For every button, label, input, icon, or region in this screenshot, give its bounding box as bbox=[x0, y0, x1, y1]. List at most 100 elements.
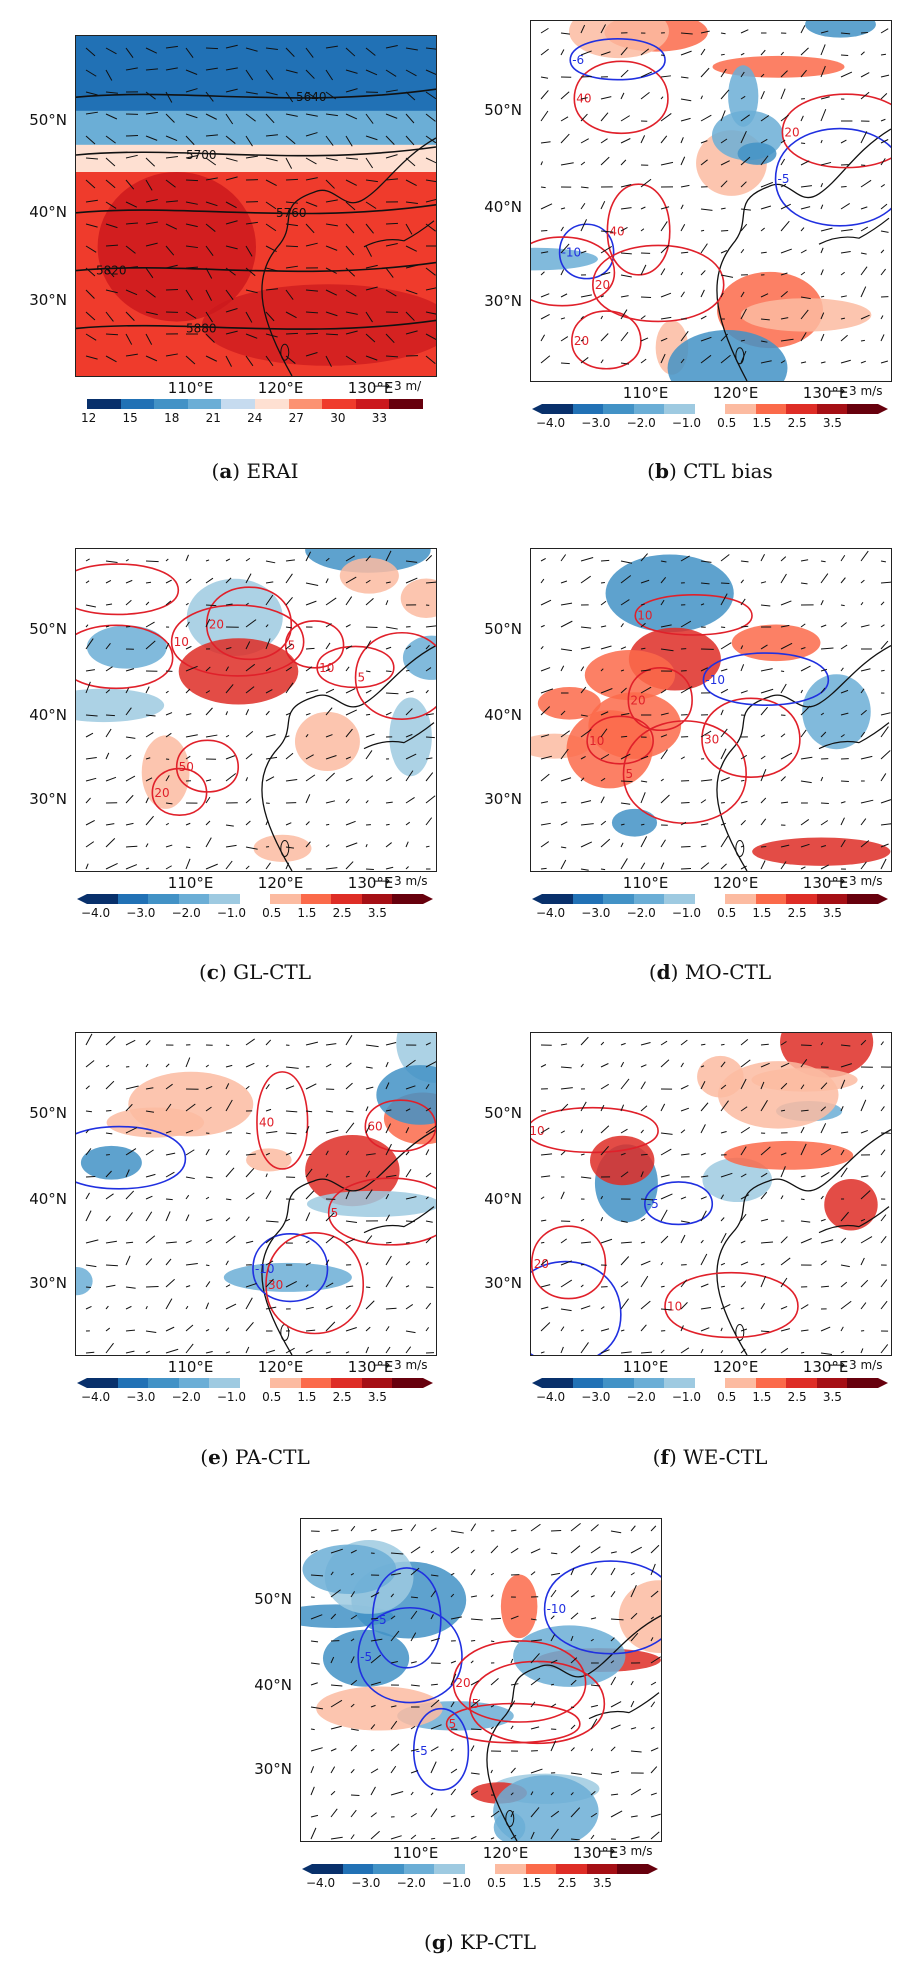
wind-arrow bbox=[365, 1189, 373, 1200]
wind-arrow bbox=[820, 96, 830, 100]
reference-arrow-icon: ⟶ bbox=[828, 1358, 850, 1372]
wind-arrow bbox=[405, 330, 418, 335]
wind-arrow bbox=[580, 1063, 584, 1068]
panel-caption: (a) ERAI bbox=[211, 459, 299, 483]
wind-arrow bbox=[285, 265, 298, 269]
wind-arrow bbox=[305, 289, 318, 292]
wind-arrow bbox=[125, 266, 138, 269]
wind-arrow bbox=[185, 1285, 191, 1288]
wind-arrow bbox=[345, 1110, 354, 1113]
wind-arrow bbox=[800, 69, 807, 78]
wind-arrow bbox=[820, 1082, 828, 1090]
wind-arrow bbox=[470, 1835, 477, 1840]
wind-arrow bbox=[610, 1637, 615, 1642]
wind-arrow bbox=[660, 75, 671, 78]
wind-arrow bbox=[720, 728, 728, 738]
wind-arrow bbox=[740, 664, 745, 672]
colorbar-swatch bbox=[633, 1378, 665, 1388]
wind-arrow bbox=[570, 1747, 575, 1752]
wind-arrow bbox=[125, 1039, 136, 1046]
wind-arrow bbox=[640, 669, 651, 672]
colorbar bbox=[312, 1864, 649, 1874]
wind-arrow bbox=[165, 1198, 173, 1201]
wind-arrow bbox=[205, 604, 217, 607]
wind-arrow bbox=[310, 1827, 317, 1840]
wind-arrow bbox=[610, 1676, 617, 1686]
lat-label: 30°N bbox=[29, 790, 67, 809]
wind-arrow bbox=[430, 1837, 436, 1840]
wind-arrow bbox=[345, 135, 353, 147]
contour-label: 20 bbox=[630, 693, 645, 707]
wind-arrow bbox=[640, 862, 646, 870]
wind-arrow bbox=[385, 1143, 392, 1156]
wind-arrow bbox=[225, 603, 233, 606]
wind-arrow bbox=[640, 206, 646, 210]
wind-arrow bbox=[305, 1262, 311, 1266]
wind-arrow bbox=[640, 1064, 647, 1068]
panel-caption: (g) KP-CTL bbox=[424, 1930, 536, 1954]
wind-arrow bbox=[185, 645, 192, 650]
wind-arrow bbox=[760, 181, 773, 188]
wind-arrow bbox=[700, 560, 712, 563]
colorbar-tick-label: 15 bbox=[122, 411, 138, 425]
wind-vector-layer bbox=[85, 44, 436, 367]
contour-positive bbox=[531, 1225, 607, 1300]
wind-arrow bbox=[405, 560, 418, 563]
wind-arrow bbox=[570, 1792, 574, 1796]
wind-arrow bbox=[540, 773, 550, 782]
wind-arrow bbox=[550, 1659, 558, 1664]
wind-arrow bbox=[405, 91, 416, 101]
wind-arrow bbox=[145, 355, 158, 362]
coastline bbox=[716, 128, 891, 381]
wind-arrow bbox=[165, 1258, 172, 1266]
wind-arrow bbox=[760, 604, 771, 607]
wind-arrow bbox=[580, 186, 589, 189]
wind-arrow bbox=[780, 1277, 788, 1288]
wind-arrow bbox=[345, 1150, 350, 1156]
wind-arrow bbox=[860, 31, 868, 34]
wind-arrow bbox=[370, 1617, 379, 1620]
wind-arrow bbox=[285, 862, 290, 870]
wind-arrow bbox=[780, 556, 787, 562]
wind-arrow bbox=[490, 1810, 500, 1818]
colorbar-swatch bbox=[847, 1378, 879, 1388]
wind-arrow bbox=[105, 135, 116, 144]
wind-arrow bbox=[840, 317, 846, 320]
wind-arrow bbox=[780, 752, 793, 760]
contour-positive bbox=[327, 1177, 436, 1246]
wind-arrow bbox=[245, 641, 251, 650]
wind-arrow bbox=[740, 819, 746, 826]
wind-arrow bbox=[620, 252, 632, 255]
wind-arrow bbox=[700, 208, 713, 211]
wind-arrow bbox=[285, 1110, 298, 1113]
wind-arrow bbox=[125, 736, 136, 739]
wind-arrow bbox=[245, 69, 254, 81]
wind-arrow bbox=[840, 689, 849, 694]
wind-arrow bbox=[165, 558, 169, 562]
wind-arrow bbox=[680, 1347, 690, 1354]
wind-arrow bbox=[640, 792, 646, 804]
wind-arrow bbox=[125, 558, 129, 562]
wind-arrow bbox=[430, 1637, 440, 1642]
wind-arrow bbox=[680, 1062, 684, 1068]
wind-arrow bbox=[105, 728, 112, 738]
wind-arrow bbox=[350, 1573, 355, 1576]
wind-arrow bbox=[85, 47, 96, 57]
wind-arrow bbox=[265, 1173, 268, 1178]
wind-arrow bbox=[285, 573, 293, 584]
wind-arrow bbox=[225, 330, 238, 335]
wind-arrow bbox=[245, 311, 253, 323]
wind-arrow bbox=[365, 1170, 371, 1178]
colorbar-tick-label: 3.5 bbox=[822, 416, 842, 430]
wind-arrow bbox=[310, 1614, 323, 1620]
wind-arrow bbox=[880, 640, 889, 650]
wind-arrow bbox=[305, 1125, 310, 1134]
wind-arrow bbox=[540, 271, 545, 276]
wind-arrow bbox=[405, 841, 409, 848]
wind-arrow bbox=[560, 1066, 572, 1069]
wind-arrow bbox=[105, 1240, 117, 1244]
wind-arrow bbox=[285, 201, 298, 204]
contour-positive bbox=[468, 1660, 606, 1745]
panel-name: GL-CTL bbox=[233, 960, 312, 984]
wind-arrow bbox=[780, 114, 789, 122]
